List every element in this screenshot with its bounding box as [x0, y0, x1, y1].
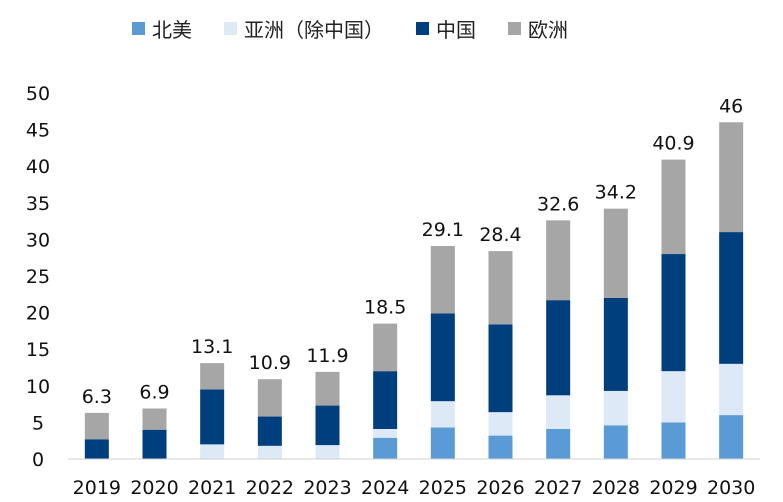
y-tick-label: 35	[26, 193, 50, 215]
legend-item-north-america: 北美	[132, 14, 192, 43]
bar-segment-2026-s1	[488, 412, 513, 436]
bar-segment-2024-s2	[373, 371, 398, 429]
bar-segment-2029-s3	[661, 159, 686, 255]
x-tick-label: 2022	[246, 477, 294, 499]
bar-segment-2019-s2	[84, 439, 109, 459]
bar-segment-2026-s2	[488, 324, 513, 413]
bar-segment-2022-s2	[257, 416, 282, 446]
total-label: 34.2	[595, 182, 637, 204]
legend-label-north-america: 北美	[152, 18, 192, 42]
y-tick-label: 50	[26, 83, 50, 105]
bar-segment-2024-s0	[373, 437, 398, 459]
total-label: 6.9	[139, 381, 169, 403]
bar-segment-2023-s1	[315, 445, 340, 459]
bar-segment-2028-s0	[603, 425, 628, 459]
total-label: 29.1	[422, 219, 464, 241]
bar-segment-2028-s1	[603, 390, 628, 426]
bar-segment-2030-s3	[719, 122, 744, 233]
x-tick-label: 2028	[592, 477, 640, 499]
total-label: 11.9	[306, 345, 348, 367]
bar-segment-2026-s0	[488, 435, 513, 459]
bar-segment-2020-s2	[142, 429, 167, 459]
y-tick-label: 45	[26, 120, 50, 142]
bar-segment-2027-s0	[546, 428, 571, 459]
bar-segment-2027-s3	[546, 220, 571, 301]
bar-segment-2026-s3	[488, 251, 513, 325]
x-tick-label: 2027	[534, 477, 582, 499]
x-tick-label: 2030	[707, 477, 755, 499]
bar-segment-2019-s3	[84, 412, 109, 440]
bar-segment-2027-s1	[546, 395, 571, 429]
legend-item-china: 中国	[416, 14, 476, 43]
x-tick-label: 2026	[476, 477, 524, 499]
total-label: 28.4	[479, 224, 521, 246]
x-tick-label: 2024	[361, 477, 409, 499]
y-tick-label: 15	[26, 339, 50, 361]
y-tick-label: 0	[32, 449, 44, 471]
bar-segment-2025-s2	[430, 313, 455, 402]
legend-label-europe: 欧洲	[528, 18, 568, 42]
bar-segment-2024-s3	[373, 323, 398, 372]
x-tick-label: 2025	[419, 477, 467, 499]
bar-segment-2022-s3	[257, 379, 282, 417]
bar-segment-2021-s3	[200, 363, 225, 390]
legend-label-china: 中国	[436, 18, 476, 42]
bar-segment-2021-s2	[200, 389, 225, 445]
legend-swatch-north-america	[132, 22, 145, 35]
bar-segment-2025-s1	[430, 401, 455, 428]
legend-item-asia-ex-china: 亚洲（除中国）	[224, 14, 384, 43]
bar-segment-2030-s1	[719, 363, 744, 416]
legend-swatch-china	[416, 22, 429, 35]
y-tick-label: 20	[26, 303, 50, 325]
bar-segment-2023-s2	[315, 405, 340, 446]
total-labels: 6.3 6.9 13.1 10.9 11.9 18.5 29.1 28.4 32.6 34.2 40…	[82, 95, 744, 408]
chart-legend: 北美 亚洲（除中国） 中国 欧洲	[132, 14, 600, 43]
y-tick-label: 30	[26, 229, 50, 251]
bar-segment-2022-s1	[257, 445, 282, 459]
total-label: 13.1	[191, 336, 233, 358]
legend-swatch-europe	[508, 22, 521, 35]
legend-swatch-asia-ex-china	[224, 22, 237, 35]
bar-segment-2029-s0	[661, 422, 686, 459]
x-tick-label: 2019	[73, 477, 121, 499]
y-tick-label: 5	[32, 412, 44, 434]
bar-segment-2030-s2	[719, 232, 744, 364]
bar-segment-2020-s3	[142, 408, 167, 430]
bars-group	[84, 122, 744, 459]
x-tick-label: 2023	[303, 477, 351, 499]
x-tick-label: 2029	[649, 477, 697, 499]
total-label: 6.3	[82, 386, 112, 408]
total-label: 40.9	[652, 133, 694, 155]
bar-segment-2025-s0	[430, 427, 455, 459]
total-label: 46	[719, 95, 743, 117]
bar-segment-2023-s3	[315, 371, 340, 406]
bar-segment-2021-s1	[200, 444, 225, 459]
bar-segment-2029-s1	[661, 371, 686, 423]
y-tick-label: 40	[26, 156, 50, 178]
total-label: 18.5	[364, 297, 406, 319]
bar-segment-2028-s3	[603, 208, 628, 298]
bar-segment-2030-s0	[719, 415, 744, 459]
total-label: 32.6	[537, 193, 579, 215]
x-tick-label: 2021	[188, 477, 236, 499]
bar-segment-2028-s2	[603, 297, 628, 391]
total-label: 10.9	[249, 352, 291, 374]
bar-segment-2025-s3	[430, 245, 455, 314]
y-tick-label: 10	[26, 376, 50, 398]
x-tick-label: 2020	[130, 477, 178, 499]
bar-segment-2029-s2	[661, 254, 686, 372]
legend-item-europe: 欧洲	[508, 14, 568, 43]
y-axis: 0 5 10 15 20 25 30 35 40 45 50	[26, 83, 50, 471]
legend-label-asia-ex-china: 亚洲（除中国）	[244, 18, 384, 42]
y-tick-label: 25	[26, 266, 50, 288]
x-axis: 2019 2020 2021 2022 2023 2024 2025 2026 2027 2028…	[73, 477, 756, 499]
bar-segment-2027-s2	[546, 300, 571, 396]
bar-segment-2024-s1	[373, 428, 398, 438]
